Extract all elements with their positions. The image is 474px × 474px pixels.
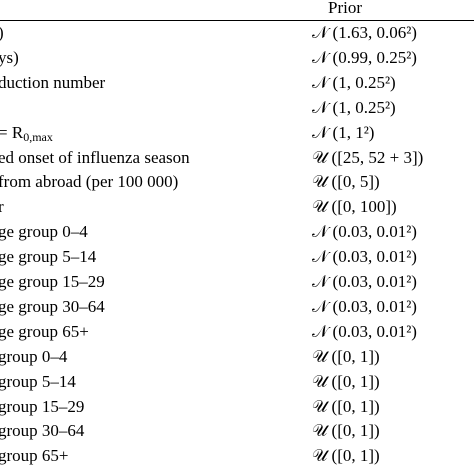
row-prior: 𝒰 ([0, 1]) [312,396,380,416]
row-prior: 𝒩 (0.03, 0.01²) [312,247,417,267]
row-prior: 𝒰 ([0, 5]) [312,172,380,192]
row-prior: 𝒰 ([0, 1]) [312,421,380,441]
row-label: from abroad (per 100 000) [0,172,178,192]
label-text: = R [0,122,24,142]
label-text: r [0,197,4,217]
label-text: ge group 30–64 [0,296,105,316]
label-text: group 15–29 [0,396,85,416]
row-label: ge group 5–14 [0,247,96,267]
label-text: group 30–64 [0,421,85,441]
row-prior: 𝒰 ([0, 1]) [312,346,380,366]
row-prior: 𝒩 (1, 0.25²) [312,72,396,92]
label-text: duction number [0,72,106,92]
header-rule [0,20,474,21]
row-prior: 𝒰 ([0, 1]) [312,371,380,391]
label-text: ge group 0–4 [0,222,88,242]
row-label: ge group 65+ [0,322,89,342]
row-label: ge group 30–64 [0,297,105,317]
row-label: duction number [0,73,105,93]
label-text: ys) [0,47,19,67]
row-prior: 𝒩 (1.63, 0.06²) [312,23,417,42]
row-label: group 5–14 [0,372,76,392]
label-text: group 65+ [0,446,69,466]
label-text: group 5–14 [0,371,76,391]
row-prior: 𝒩 (0.99, 0.25²) [312,47,417,67]
header-prior: Prior [328,0,362,17]
row-label: ) [0,23,4,43]
row-prior: 𝒩 (0.03, 0.01²) [312,272,417,291]
row-label: ge group 0–4 [0,222,88,242]
label-text: ge group 65+ [0,321,89,341]
row-label: r [0,197,4,217]
label-text: ) [0,23,4,42]
row-prior: 𝒰 ([0, 1]) [312,446,380,466]
row-label: group 30–64 [0,421,84,441]
row-label: = R0,max [0,123,53,147]
row-prior: 𝒩 (0.03, 0.01²) [312,321,417,341]
row-label: ge group 15–29 [0,272,105,292]
label-subscript: 0,max [23,129,53,144]
row-prior: 𝒩 (1, 1²) [312,122,375,142]
row-label: group 0–4 [0,347,67,367]
label-text: ed onset of influenza season [0,147,190,167]
row-prior: 𝒩 (0.03, 0.01²) [312,222,417,242]
row-prior: 𝒩 (1, 0.25²) [312,97,396,117]
label-text: group 0–4 [0,346,68,366]
row-label: ed onset of influenza season [0,148,190,168]
label-text: ge group 15–29 [0,272,105,291]
row-prior: 𝒰 ([0, 100]) [312,197,397,217]
label-text: from abroad (per 100 000) [0,172,179,192]
row-prior: 𝒩 (0.03, 0.01²) [312,296,417,316]
row-label: ys) [0,48,19,68]
row-label: group 65+ [0,446,69,466]
row-prior: 𝒰 ([25, 52 + 3]) [312,147,424,167]
row-label: group 15–29 [0,397,84,417]
label-text: ge group 5–14 [0,247,97,267]
